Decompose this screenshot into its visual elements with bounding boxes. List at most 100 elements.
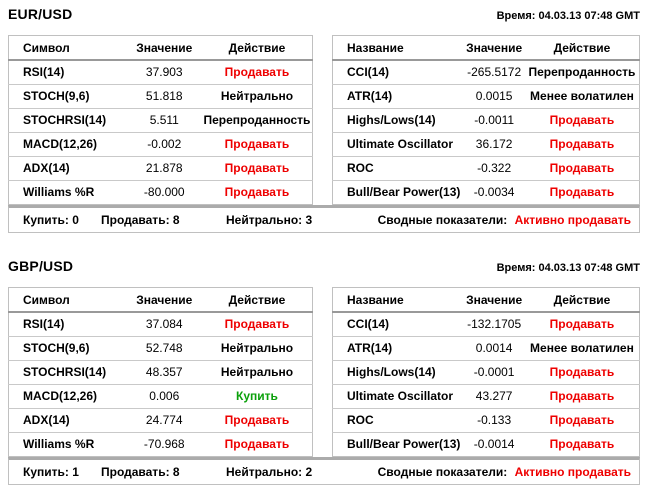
indicator-row: STOCH(9,6) 52.748 Нейтрально — [8, 336, 313, 361]
indicator-row: Highs/Lows(14) -0.0001 Продавать — [332, 360, 640, 385]
indicator-action-cell: Продавать — [524, 408, 640, 433]
indicator-value-cell: 52.748 — [126, 336, 202, 361]
indicator-action-cell: Продавать — [524, 432, 640, 457]
column-header-action: Действие — [524, 35, 640, 61]
indicator-action-cell: Продавать — [201, 156, 313, 181]
indicator-action-cell: Продавать — [524, 132, 640, 157]
indicator-name-cell: Williams %R — [8, 432, 127, 457]
indicator-action-cell: Менее волатилен — [524, 336, 640, 361]
column-header-action: Действие — [524, 287, 640, 313]
overall-summary-label: Сводные показатели: — [377, 465, 508, 479]
indicator-row: MACD(12,26) 0.006 Купить — [8, 384, 313, 409]
indicator-value-cell: -132.1705 — [467, 317, 522, 331]
indicator-action-cell: Продавать — [524, 180, 640, 205]
column-header-value: Значение — [463, 35, 525, 61]
overall-summary-label: Сводные показатели: — [377, 213, 508, 227]
indicator-name-cell: ATR(14) — [332, 84, 464, 109]
indicator-row: MACD(12,26) -0.002 Продавать — [8, 132, 313, 157]
indicator-name-cell: RSI(14) — [23, 317, 65, 331]
indicator-action-cell: Менее волатилен — [524, 84, 640, 109]
indicator-name-cell: Ultimate Oscillator — [332, 384, 464, 409]
indicator-name-cell: Highs/Lows(14) — [332, 360, 464, 385]
indicator-name-cell: ADX(14) — [8, 156, 127, 181]
indicator-action-cell: Продавать — [201, 132, 313, 157]
indicator-row: ATR(14) 0.0014 Менее волатилен — [332, 336, 640, 361]
indicator-row: Highs/Lows(14) -0.0011 Продавать — [332, 108, 640, 133]
indicator-action-cell: Нейтрально — [201, 360, 313, 385]
indicator-name-cell: CCI(14) — [347, 65, 390, 79]
column-header-symbol: Символ — [8, 35, 127, 61]
indicator-row: Bull/Bear Power(13) -0.0014 Продавать — [332, 432, 640, 457]
column-header-value: Значение — [126, 287, 202, 313]
indicator-action-cell: Перепроданность — [201, 108, 313, 133]
indicator-value-cell: -70.968 — [126, 432, 202, 457]
indicator-action-cell: Продавать — [524, 360, 640, 385]
indicator-value-cell: 51.818 — [126, 84, 202, 109]
indicator-row: STOCHRSI(14) 5.511 Перепроданность — [8, 108, 313, 133]
indicator-value-cell: -0.0001 — [463, 360, 525, 385]
indicator-row: ROC -0.133 Продавать — [332, 408, 640, 433]
indicator-row: STOCHRSI(14) 48.357 Нейтрально — [8, 360, 313, 385]
section-gbpusd: GBP/USD Время: 04.03.13 07:48 GMT Символ… — [8, 256, 640, 485]
indicator-name-cell: CCI(14) — [347, 317, 390, 331]
indicator-name-cell: Ultimate Oscillator — [332, 132, 464, 157]
indicator-name-cell: ATR(14) — [332, 336, 464, 361]
section-eurusd: EUR/USD Время: 04.03.13 07:48 GMT Символ… — [8, 4, 640, 233]
indicator-action-cell: Продавать — [524, 156, 640, 181]
indicator-value-cell: -265.5172 — [467, 65, 522, 79]
column-header-symbol: Символ — [8, 287, 127, 313]
column-header-name: Название — [332, 287, 464, 313]
indicator-value-cell: 5.511 — [126, 108, 202, 133]
indicator-name-cell: ADX(14) — [8, 408, 127, 433]
indicator-name-cell: Bull/Bear Power(13) — [332, 432, 464, 457]
indicator-value-cell: 43.277 — [463, 384, 525, 409]
indicator-tables: Символ Значение Действие RSI(14) 37.084 Пр… — [8, 287, 640, 457]
indicator-value-cell: 24.774 — [126, 408, 202, 433]
indicators-table: Название Значение Действие CCI(14) -132.1… — [332, 287, 640, 457]
indicator-row: Ultimate Oscillator 43.277 Продавать — [332, 384, 640, 409]
indicator-value-cell: 0.0015 — [463, 84, 525, 109]
indicator-row: Ultimate Oscillator 36.172 Продавать — [332, 132, 640, 157]
sell-count: Продавать: 8 — [101, 213, 180, 227]
indicator-row: ATR(14) 0.0015 Менее волатилен — [332, 84, 640, 109]
neutral-count: Нейтрально: 2 — [226, 465, 313, 479]
indicator-value-cell: -0.002 — [126, 132, 202, 157]
indicator-value-cell: -0.0034 — [463, 180, 525, 205]
indicator-row: ADX(14) 24.774 Продавать — [8, 408, 313, 433]
indicator-name-cell: STOCHRSI(14) — [8, 108, 127, 133]
indicator-action-cell: Продавать — [201, 180, 313, 205]
overall-summary-value: Активно продавать — [514, 465, 631, 479]
indicator-action-cell: Нейтрально — [201, 336, 313, 361]
indicator-value-cell: 36.172 — [463, 132, 525, 157]
indicator-row: RSI(14) 37.084 Продавать — [9, 312, 313, 337]
indicator-value-cell: -0.133 — [463, 408, 525, 433]
timestamp: Время: 04.03.13 07:48 GMT — [496, 10, 640, 22]
indicator-name-cell: Williams %R — [8, 180, 127, 205]
indicator-action-cell: Продавать — [224, 65, 290, 79]
table-header-row: Название Значение Действие — [332, 35, 640, 61]
indicator-value-cell: 21.878 — [126, 156, 202, 181]
section-header: EUR/USD Время: 04.03.13 07:48 GMT — [8, 4, 640, 35]
summary-band: Купить: 0 Продавать: 8 Нейтрально: 3 Сво… — [8, 205, 640, 233]
summary-band: Купить: 1 Продавать: 8 Нейтрально: 2 Сво… — [8, 457, 640, 485]
indicator-name-cell: ROC — [332, 408, 464, 433]
buy-count: Купить: 1 — [23, 465, 79, 479]
indicator-row: STOCH(9,6) 51.818 Нейтрально — [8, 84, 313, 109]
indicator-action-cell: Продавать — [201, 408, 313, 433]
table-header-row: Символ Значение Действие — [8, 35, 313, 61]
indicator-name-cell: STOCH(9,6) — [8, 84, 127, 109]
indicator-value-cell: 0.0014 — [463, 336, 525, 361]
indicator-name-cell: MACD(12,26) — [8, 132, 127, 157]
indicator-name-cell: STOCHRSI(14) — [8, 360, 127, 385]
summary-counts: Купить: 0 Продавать: 8 Нейтрально: 3 — [9, 213, 328, 227]
indicator-value-cell: 0.006 — [126, 384, 202, 409]
summary-counts: Купить: 1 Продавать: 8 Нейтрально: 2 — [9, 465, 328, 479]
sell-count: Продавать: 8 — [101, 465, 180, 479]
overall-summary: Сводные показатели: Активно продавать — [328, 465, 639, 479]
indicator-action-cell: Перепроданность — [528, 65, 636, 79]
indicator-name-cell: STOCH(9,6) — [8, 336, 127, 361]
indicator-row: RSI(14) 37.903 Продавать — [9, 60, 313, 85]
indicator-name-cell: Bull/Bear Power(13) — [332, 180, 464, 205]
timestamp: Время: 04.03.13 07:48 GMT — [496, 262, 640, 274]
